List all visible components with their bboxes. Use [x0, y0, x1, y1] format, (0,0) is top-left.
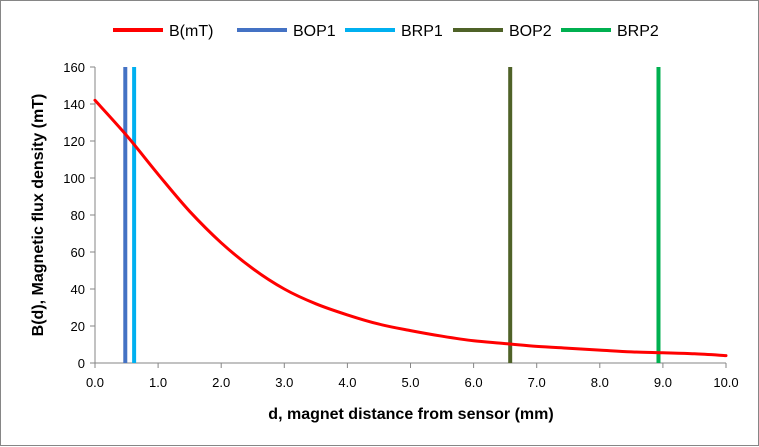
legend-label: B(mT): [169, 23, 213, 40]
x-tick-label: 5.0: [401, 375, 419, 390]
x-axis-title: d, magnet distance from sensor (mm): [268, 406, 553, 423]
y-tick-label: 120: [63, 134, 85, 149]
x-tick-label: 6.0: [465, 375, 483, 390]
x-tick-label: 7.0: [528, 375, 546, 390]
y-tick-label: 160: [63, 60, 85, 75]
x-tick-label: 10.0: [713, 375, 738, 390]
y-tick-label: 0: [78, 356, 85, 371]
x-tick-label: 9.0: [654, 375, 672, 390]
x-axis-ticks: 0.0 1.0 2.0 3.0 4.0 5.0 6.0 7.0 8.0 9.0 10.0: [86, 363, 739, 390]
legend-label: BOP2: [509, 23, 552, 40]
legend-item-brp2: BRP2: [561, 23, 659, 40]
y-tick-label: 100: [63, 171, 85, 186]
x-tick-label: 2.0: [212, 375, 230, 390]
x-tick-label: 3.0: [275, 375, 293, 390]
y-axis-ticks: 0 20 40 60 80 100 120 140 160: [63, 60, 95, 371]
x-tick-label: 0.0: [86, 375, 104, 390]
x-tick-label: 1.0: [149, 375, 167, 390]
y-tick-label: 80: [71, 208, 85, 223]
y-tick-label: 140: [63, 97, 85, 112]
plot-area: [93, 67, 728, 364]
legend-item-bmt: B(mT): [113, 23, 213, 40]
series-line-bmt: [93, 98, 728, 358]
legend-label: BRP1: [401, 23, 443, 40]
legend-item-bop2: BOP2: [453, 23, 552, 40]
x-tick-label: 8.0: [591, 375, 609, 390]
legend-label: BOP1: [293, 23, 336, 40]
legend-item-brp1: BRP1: [345, 23, 443, 40]
y-tick-label: 40: [71, 282, 85, 297]
x-tick-label: 4.0: [338, 375, 356, 390]
y-axis-title: B(d), Magnetic flux density (mT): [30, 94, 47, 337]
legend: B(mT) BOP1 BRP1 BOP2 BRP2: [113, 23, 659, 40]
legend-label: BRP2: [617, 23, 659, 40]
y-tick-label: 60: [71, 245, 85, 260]
y-tick-label: 20: [71, 319, 85, 334]
legend-item-bop1: BOP1: [237, 23, 336, 40]
